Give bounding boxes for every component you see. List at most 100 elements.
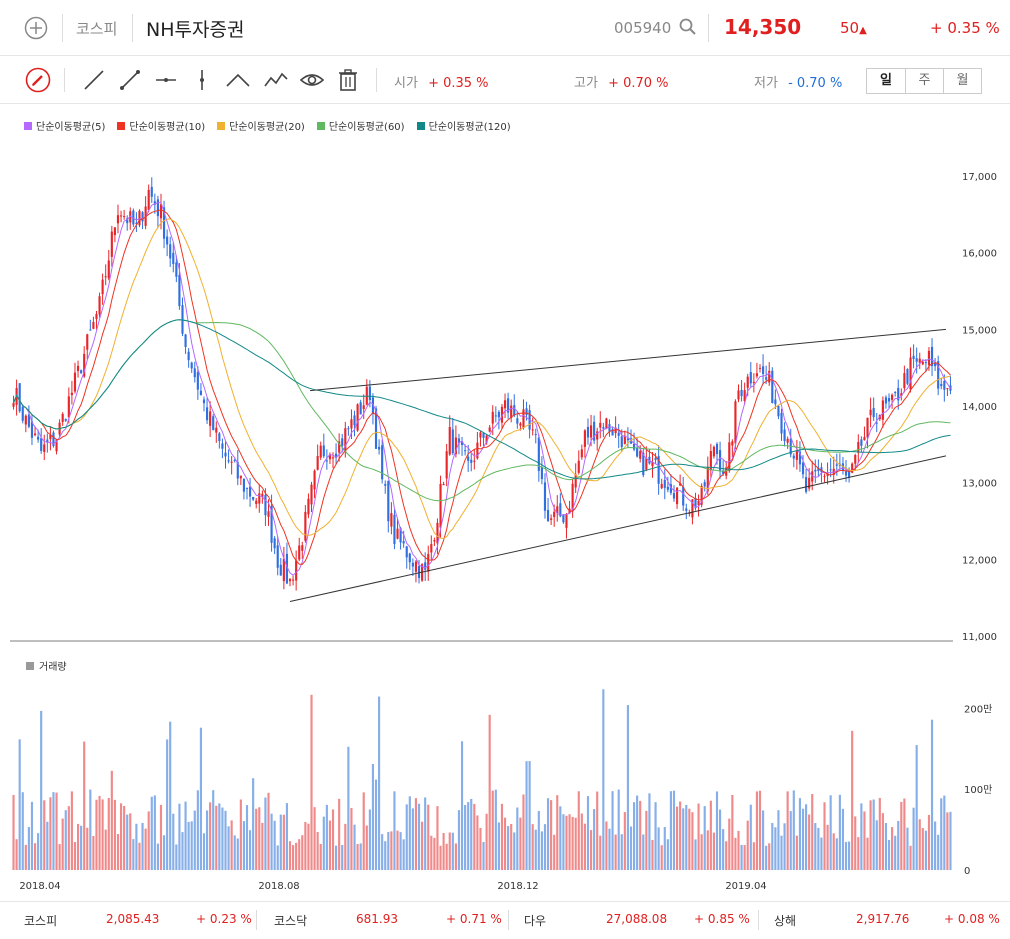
- zigzag-tool-icon[interactable]: [262, 66, 290, 94]
- candle-body: [350, 419, 353, 429]
- candle-body: [672, 493, 676, 499]
- volume-bar: [522, 794, 525, 870]
- candle-body: [565, 514, 568, 528]
- candle-body: [608, 424, 611, 432]
- candle-body: [900, 393, 903, 396]
- candle-body: [706, 466, 709, 492]
- candle-body: [636, 448, 639, 457]
- market-label[interactable]: 코스피: [76, 20, 118, 38]
- volume-bar: [193, 810, 196, 870]
- ticker-kospi[interactable]: 코스피 2,085.43 + 0.23 %: [0, 902, 252, 938]
- ticker-shanghai[interactable]: 상해 2,917.76 + 0.08 %: [758, 902, 1010, 938]
- volume-bar: [107, 797, 110, 870]
- price-tick-label: 12,000: [962, 555, 997, 566]
- stock-chart[interactable]: 17,000 16,000 15,000 14,000 13,000 12,000 11,0…: [0, 100, 1010, 900]
- candle-body: [212, 416, 215, 431]
- volume-bar: [805, 804, 808, 870]
- volume-bar: [156, 843, 159, 870]
- ticker-kosdaq[interactable]: 코스닥 681.93 + 0.71 %: [256, 902, 508, 938]
- candle-body: [786, 438, 789, 443]
- volume-bar: [869, 800, 872, 870]
- trash-icon[interactable]: [334, 66, 362, 94]
- volume-bar: [313, 807, 316, 870]
- volume-bar: [414, 798, 418, 870]
- volume-bar: [298, 839, 301, 870]
- segment-tool-icon[interactable]: [116, 66, 144, 94]
- add-icon[interactable]: [24, 16, 48, 40]
- volume-bar: [528, 761, 531, 870]
- volume-bar: [273, 820, 276, 870]
- volume-bar: [608, 828, 611, 870]
- volume-bar: [737, 830, 740, 870]
- volume-bar: [239, 799, 242, 870]
- candle-body: [331, 457, 335, 459]
- volume-bar: [258, 807, 261, 870]
- high-label: 고가: [574, 76, 598, 91]
- moving-averages: [13, 201, 951, 576]
- volume-bar: [33, 843, 37, 870]
- candle-body: [356, 404, 359, 431]
- volume-bar: [663, 827, 666, 870]
- volume-bar: [639, 800, 642, 870]
- candle-body: [476, 442, 479, 459]
- low-value: - 0.70 %: [788, 76, 843, 91]
- candle-body: [906, 369, 909, 384]
- angle-tool-icon[interactable]: [224, 66, 252, 94]
- volume-bar: [350, 807, 353, 870]
- candle-body: [166, 236, 169, 245]
- candle-body: [866, 417, 869, 438]
- volume-bar: [728, 818, 731, 870]
- vertical-line-icon[interactable]: [188, 66, 216, 94]
- candle-body: [132, 210, 135, 225]
- volume-bar: [811, 793, 814, 870]
- volume-bar: [40, 710, 43, 870]
- volume-bar: [731, 794, 734, 870]
- candle-body: [930, 346, 934, 367]
- volume-bar: [909, 845, 912, 870]
- volume-bar: [642, 834, 645, 870]
- volume-bar: [202, 833, 206, 870]
- volume-bar: [924, 830, 927, 870]
- candle-body: [387, 480, 390, 522]
- pencil-icon[interactable]: [24, 66, 52, 94]
- volume-bar: [559, 806, 562, 870]
- ticker-dow[interactable]: 다우 27,088.08 + 0.85 %: [508, 902, 758, 938]
- tab-day[interactable]: 일: [867, 69, 905, 93]
- candle-body: [599, 422, 602, 428]
- candle-body: [897, 387, 900, 401]
- horizontal-line-icon[interactable]: [152, 66, 180, 94]
- volume-bar: [940, 798, 943, 870]
- volume-bar: [67, 806, 70, 870]
- candle-body: [645, 458, 648, 470]
- volume-bar: [629, 826, 633, 870]
- candle-body: [153, 201, 156, 205]
- volume-bar: [421, 821, 424, 870]
- volume-bar: [285, 803, 289, 870]
- line-tool-icon[interactable]: [80, 66, 108, 94]
- volume-bar: [758, 790, 762, 870]
- volume-bar: [654, 802, 657, 870]
- candle-body: [752, 381, 755, 383]
- volume-bar: [95, 799, 98, 870]
- stock-name[interactable]: NH투자증권: [146, 19, 245, 41]
- legend-ma10: 단순이동평균(10): [117, 118, 205, 133]
- candle-body: [464, 450, 467, 452]
- volume-bar: [101, 799, 104, 870]
- ma-line-20: [13, 218, 951, 539]
- tab-week[interactable]: 주: [905, 69, 943, 93]
- candle-body: [76, 365, 80, 371]
- volume-bar: [448, 832, 451, 870]
- candle-body: [924, 362, 927, 364]
- candle-body: [365, 386, 368, 405]
- volume-swatch: [26, 661, 34, 670]
- volume-bar: [384, 841, 387, 870]
- candle-body: [639, 450, 642, 459]
- volume-bar: [755, 791, 759, 870]
- candle-body: [141, 212, 144, 222]
- tab-month[interactable]: 월: [943, 69, 981, 93]
- search-icon[interactable]: [678, 17, 698, 37]
- eye-icon[interactable]: [298, 66, 326, 94]
- volume-bar: [602, 689, 605, 870]
- candle-body: [126, 218, 129, 224]
- candle-body: [722, 470, 725, 474]
